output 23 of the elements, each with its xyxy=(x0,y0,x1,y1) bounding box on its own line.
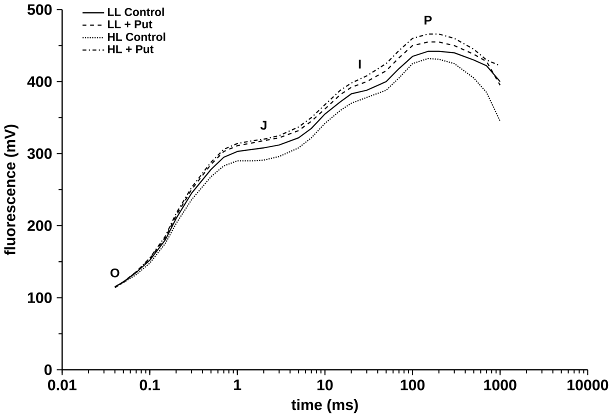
y-tick-label: 0 xyxy=(44,364,52,375)
y-tick-label: 400 xyxy=(27,76,52,87)
annotation: P xyxy=(424,16,432,24)
y-tick-label: 500 xyxy=(28,4,52,15)
x-tick-label: 10000 xyxy=(568,379,608,390)
x-tick-label: 0.01 xyxy=(48,379,76,390)
annotation: O xyxy=(110,268,120,278)
x-tick-label: 0.1 xyxy=(140,379,160,390)
legend-label: HL Control xyxy=(108,32,166,41)
legend-label: LL Control xyxy=(108,8,164,16)
x-tick-label: 100 xyxy=(400,379,425,390)
y-axis-title: fluorescence (mV) xyxy=(4,124,18,255)
y-tick-label: 100 xyxy=(28,292,52,303)
annotation: J xyxy=(260,120,266,130)
x-tick-label: 1000 xyxy=(484,379,516,390)
y-tick-label: 300 xyxy=(27,148,52,159)
x-tick-label: 10 xyxy=(317,379,333,390)
legend-label: LL + Put xyxy=(108,20,152,28)
legend-label: HL + Put xyxy=(108,45,154,54)
y-tick-label: 200 xyxy=(28,220,52,231)
x-axis-title: time (ms) xyxy=(291,398,358,413)
x-tick-label: 1 xyxy=(234,379,242,390)
annotation: I xyxy=(358,60,361,68)
